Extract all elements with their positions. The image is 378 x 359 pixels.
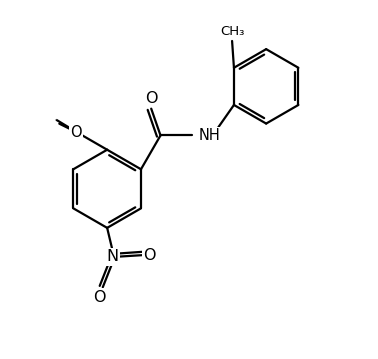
Text: O: O — [143, 247, 156, 262]
Text: methoxy: methoxy — [52, 119, 58, 120]
Text: CH₃: CH₃ — [220, 25, 244, 38]
Text: O: O — [93, 290, 106, 305]
Text: O: O — [145, 91, 158, 106]
Text: N: N — [107, 250, 119, 264]
Text: NH: NH — [199, 128, 221, 143]
Text: methoxy: methoxy — [48, 118, 54, 119]
Text: O: O — [70, 126, 82, 140]
